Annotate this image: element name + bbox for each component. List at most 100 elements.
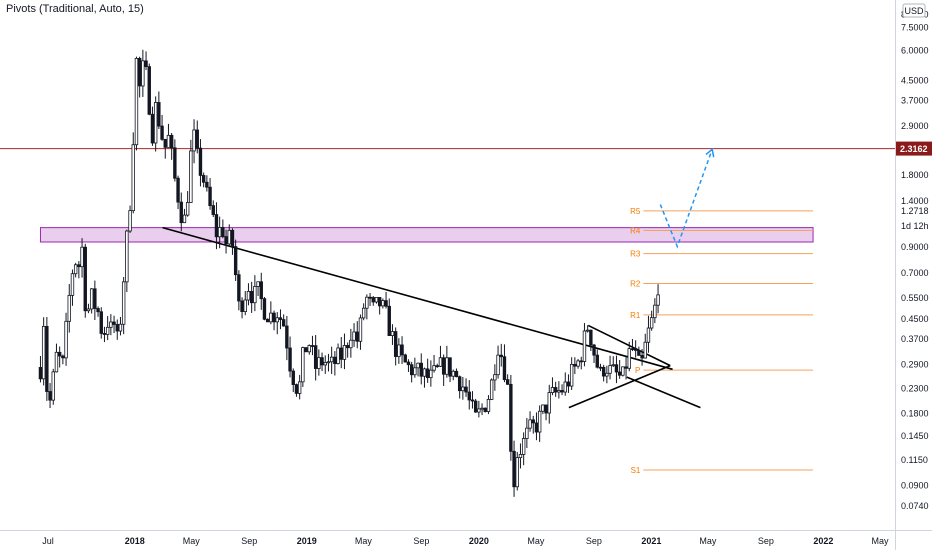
candle <box>262 298 267 320</box>
candle <box>259 281 263 300</box>
price-tick-label: 2.9000 <box>901 121 929 131</box>
candle <box>505 379 510 385</box>
candle <box>579 360 583 363</box>
currency-label: USD <box>902 3 926 18</box>
indicator-label: Pivots (Traditional, Auto, 15) <box>6 3 144 15</box>
candle <box>531 419 535 424</box>
time-tick-label: 2022 <box>813 536 833 546</box>
candle <box>611 364 615 367</box>
time-tick-label: 2020 <box>469 536 489 546</box>
candle <box>601 366 606 377</box>
candle <box>454 370 459 378</box>
candle <box>432 365 436 371</box>
candle <box>349 339 353 349</box>
candle <box>285 325 289 349</box>
candle <box>169 134 174 149</box>
candle <box>547 392 551 414</box>
pivot-label: R3 <box>630 250 641 259</box>
candle <box>118 323 123 332</box>
candle <box>633 348 638 351</box>
candle <box>345 345 350 349</box>
candle <box>502 356 507 380</box>
time-tick-label: May <box>183 536 201 546</box>
candle <box>77 264 81 268</box>
candle <box>653 304 657 319</box>
pivot-label: R5 <box>630 207 641 216</box>
candle <box>384 300 388 307</box>
candle <box>54 351 59 373</box>
candle <box>585 329 590 332</box>
candle <box>457 376 462 392</box>
candle <box>371 297 375 303</box>
candle <box>121 281 126 325</box>
candle <box>461 386 465 392</box>
candle <box>105 326 110 335</box>
candle <box>525 427 529 439</box>
candle <box>333 356 337 365</box>
candle <box>342 345 347 360</box>
candle <box>445 357 449 375</box>
candle <box>109 321 113 328</box>
candle <box>630 348 635 351</box>
candle <box>45 325 49 392</box>
candle <box>67 294 71 322</box>
candle <box>179 201 183 224</box>
candle <box>73 264 78 275</box>
candle <box>102 333 107 335</box>
candle <box>208 186 212 207</box>
candle <box>304 347 308 353</box>
candle <box>237 274 241 302</box>
candle <box>550 387 555 394</box>
candle <box>518 454 523 459</box>
price-marker-label: 1.2718 <box>901 206 929 216</box>
trendline <box>162 226 673 371</box>
candle <box>589 329 593 346</box>
pivot-label: S1 <box>631 466 641 475</box>
candle <box>361 307 366 319</box>
price-tick-label: 0.9000 <box>901 242 929 252</box>
candle <box>253 286 257 304</box>
candle <box>649 317 654 329</box>
price-tick-label: 6.0000 <box>901 46 929 56</box>
candle <box>617 371 622 376</box>
candle <box>509 383 513 452</box>
price-tick-label: 0.4500 <box>901 314 929 324</box>
candle <box>301 347 305 383</box>
candle <box>576 360 580 367</box>
candle <box>614 364 619 373</box>
candle <box>163 138 167 148</box>
price-tick-label: 3.7000 <box>901 96 929 106</box>
candle <box>448 357 452 377</box>
candle <box>211 205 215 215</box>
candle <box>307 345 311 353</box>
candle <box>563 381 567 393</box>
candle <box>416 362 420 369</box>
candle <box>637 350 641 356</box>
candle <box>493 374 497 381</box>
candle <box>134 58 139 146</box>
candle <box>422 368 427 377</box>
candle <box>397 344 401 357</box>
candle <box>227 229 231 245</box>
price-marker-label: 1d 12h <box>901 221 929 231</box>
candle <box>201 175 206 183</box>
candle <box>51 371 55 401</box>
time-tick-label: Sep <box>413 536 429 546</box>
price-tick-label: 0.0900 <box>901 481 929 491</box>
candle <box>115 324 119 332</box>
candle <box>400 344 404 356</box>
time-tick-label: May <box>699 536 717 546</box>
candle <box>313 345 318 369</box>
currency-text: USD <box>904 6 924 16</box>
candle <box>141 60 145 87</box>
candle <box>291 370 295 385</box>
candle <box>608 365 612 374</box>
candle <box>150 113 155 144</box>
candle <box>358 317 363 342</box>
candle <box>544 404 548 414</box>
candle <box>451 370 455 377</box>
candle <box>249 291 254 304</box>
candle <box>646 327 651 343</box>
